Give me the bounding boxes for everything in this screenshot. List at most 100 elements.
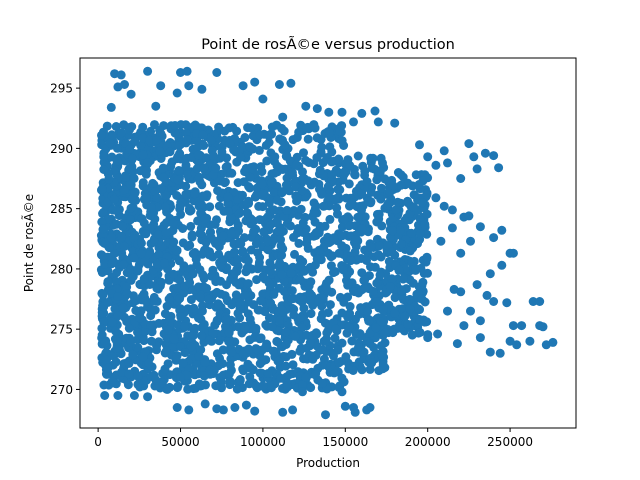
- scatter-point: [263, 237, 272, 247]
- scatter-point: [420, 219, 430, 229]
- scatter-point: [141, 296, 151, 306]
- scatter-point: [189, 303, 199, 313]
- scatter-point: [388, 181, 398, 191]
- scatter-point: [443, 158, 452, 168]
- scatter-point: [198, 270, 208, 280]
- scatter-point: [162, 384, 172, 394]
- scatter-point: [335, 292, 345, 302]
- scatter-point: [188, 384, 198, 394]
- scatter-point: [368, 286, 378, 296]
- scatter-point: [138, 352, 148, 362]
- scatter-point: [101, 348, 111, 357]
- scatter-point: [174, 141, 184, 151]
- scatter-point: [205, 202, 215, 212]
- scatter-point: [251, 239, 261, 249]
- scatter-point: [143, 392, 153, 402]
- scatter-point: [283, 382, 293, 392]
- scatter-point: [327, 170, 337, 180]
- scatter-point: [250, 77, 260, 87]
- scatter-point: [139, 274, 149, 284]
- scatter-point: [172, 403, 182, 412]
- scatter-point: [281, 340, 291, 349]
- scatter-point: [258, 356, 268, 366]
- scatter-point: [329, 233, 339, 243]
- scatter-point: [175, 305, 185, 315]
- scatter-point: [263, 245, 273, 255]
- scatter-point: [310, 123, 320, 133]
- scatter-point: [238, 246, 248, 256]
- scatter-point: [275, 134, 285, 144]
- scatter-point: [279, 126, 289, 136]
- scatter-point: [197, 180, 207, 190]
- scatter-point: [343, 155, 353, 165]
- scatter-point: [212, 287, 222, 297]
- scatter-point: [176, 209, 186, 219]
- scatter-point: [340, 214, 349, 224]
- scatter-point: [156, 129, 166, 139]
- scatter-point: [254, 305, 264, 315]
- scatter-point: [101, 355, 111, 365]
- scatter-point: [124, 164, 134, 174]
- scatter-point: [340, 401, 350, 411]
- scatter-point: [390, 309, 400, 318]
- scatter-point: [146, 320, 156, 330]
- scatter-point: [187, 232, 197, 242]
- scatter-point: [282, 205, 292, 215]
- scatter-point: [251, 381, 261, 391]
- scatter-point: [160, 202, 170, 212]
- scatter-point: [407, 330, 417, 340]
- scatter-point: [276, 235, 285, 245]
- scatter-point: [232, 126, 242, 136]
- scatter-point: [311, 228, 321, 238]
- scatter-point: [456, 248, 466, 258]
- scatter-point: [98, 290, 108, 300]
- scatter-point: [306, 309, 316, 319]
- scatter-point: [286, 78, 296, 88]
- y-tick-label: 280: [50, 262, 73, 276]
- scatter-point: [97, 323, 107, 333]
- scatter-point: [129, 391, 139, 400]
- scatter-point: [538, 322, 548, 332]
- scatter-point: [393, 197, 403, 207]
- scatter-point: [485, 269, 495, 279]
- scatter-point: [272, 336, 282, 346]
- scatter-point: [495, 348, 505, 358]
- scatter-point: [198, 130, 208, 140]
- y-tick-label: 290: [50, 142, 73, 156]
- scatter-point: [251, 344, 261, 354]
- scatter-point: [343, 292, 353, 302]
- scatter-point: [409, 203, 419, 212]
- scatter-point: [112, 336, 122, 346]
- scatter-point: [324, 107, 334, 117]
- scatter-point: [199, 163, 209, 173]
- scatter-point: [113, 292, 123, 301]
- scatter-point: [175, 294, 185, 304]
- scatter-point: [212, 68, 222, 77]
- scatter-point: [213, 186, 223, 196]
- scatter-point: [548, 337, 558, 347]
- scatter-point: [512, 340, 522, 350]
- scatter-point: [347, 199, 357, 209]
- scatter-point: [274, 80, 284, 89]
- scatter-point: [99, 165, 109, 174]
- scatter-point: [372, 175, 382, 185]
- scatter-point: [400, 311, 410, 321]
- scatter-point: [391, 205, 401, 215]
- scatter-point: [212, 215, 221, 225]
- scatter-point: [363, 196, 373, 206]
- scatter-point: [183, 242, 193, 251]
- scatter-point: [214, 201, 224, 211]
- scatter-point: [356, 331, 366, 341]
- scatter-point: [301, 155, 311, 165]
- scatter-point: [423, 268, 432, 278]
- scatter-point: [198, 282, 208, 291]
- scatter-point: [346, 256, 356, 266]
- scatter-point: [334, 248, 344, 258]
- scatter-point: [405, 304, 415, 314]
- plot-frame: [79, 57, 577, 429]
- scatter-point: [162, 301, 172, 311]
- scatter-point: [107, 377, 117, 387]
- scatter-point: [439, 146, 449, 156]
- scatter-point: [475, 222, 485, 232]
- scatter-point: [126, 89, 136, 99]
